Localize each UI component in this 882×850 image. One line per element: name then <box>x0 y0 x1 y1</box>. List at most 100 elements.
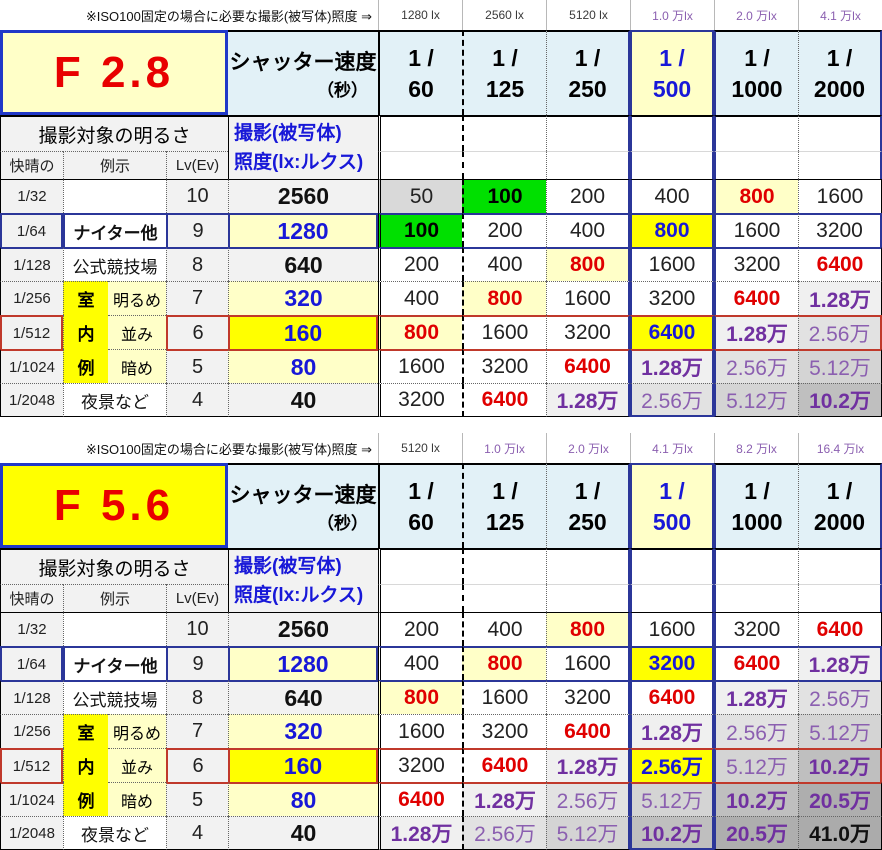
illuminance-value-cell: 80 <box>228 349 378 383</box>
f56-table-grid: F 5.6 シャッター速度 （秒） 1 /60 1 /125 1 /250 1 /500 1 … <box>0 463 882 850</box>
data-cell: 5.12万 <box>546 816 630 850</box>
shutter-unit-text: （秒） <box>317 81 368 100</box>
illuminance-header-line: 照度(lx:ルクス) <box>234 585 364 606</box>
blank-cell <box>378 151 462 179</box>
data-cell: 1600 <box>714 213 798 247</box>
illuminance-value-cell: 2560 <box>228 612 378 646</box>
data-cell: 50 <box>378 179 462 213</box>
shutter-col-cell: 1 / 2000 <box>798 463 882 548</box>
blank-cell <box>798 584 882 612</box>
blank-cell <box>378 115 462 151</box>
subheader-example: 例示 <box>63 584 166 612</box>
lv-value-cell: 8 <box>166 680 228 714</box>
subheader-lv: Lv(Ev) <box>166 584 228 612</box>
shutter-title-text: シャッター速度 <box>229 484 377 507</box>
lux-header-label: 2.0 万lx <box>714 0 798 30</box>
blank-cell <box>546 115 630 151</box>
blank-cell <box>630 584 714 612</box>
data-cell: 800 <box>378 315 462 349</box>
data-cell: 400 <box>630 179 714 213</box>
illuminance-header: 撮影(被写体) 照度(lx:ルクス) <box>228 548 378 612</box>
example-sublabel-cell: 暗め <box>108 349 166 383</box>
data-cell: 1.28万 <box>798 646 882 680</box>
blank-cell <box>546 548 630 584</box>
shutter-fraction-text: 1 / <box>574 477 601 504</box>
iso-note: ※ISO100固定の場合に必要な撮影(被写体)照度 ⇒ <box>85 8 372 24</box>
data-cell: 1600 <box>630 612 714 646</box>
data-cell: 5.12万 <box>714 748 798 782</box>
lv-value-cell: 5 <box>166 782 228 816</box>
data-cell: 6400 <box>714 646 798 680</box>
blank-cell <box>546 584 630 612</box>
shutter-col-cell: 1 / 2000 <box>798 30 882 115</box>
shutter-fraction-text: 250 <box>568 508 607 535</box>
lux-header-label: 2560 lx <box>462 0 546 30</box>
shutter-col-cell: 1 /250 <box>546 463 630 548</box>
shutter-col-cell: 1 /250 <box>546 30 630 115</box>
data-cell: 1600 <box>462 680 546 714</box>
shutter-col-cell: 1 / 1000 <box>714 463 798 548</box>
example-cell: 公式競技場 <box>63 247 166 281</box>
blank-cell <box>714 584 798 612</box>
data-cell: 800 <box>378 680 462 714</box>
blank-cell <box>462 548 546 584</box>
room-indicator-cell: 例 <box>63 782 108 816</box>
example-sublabel-cell: 明るめ <box>108 714 166 748</box>
shutter-col-cell: 1 /500 <box>630 30 714 115</box>
data-cell: 2.56万 <box>714 714 798 748</box>
shutter-fraction-text: 500 <box>652 508 692 535</box>
lux-header-label: 5120 lx <box>378 433 462 463</box>
shutter-fraction-text: 1 / <box>744 477 770 504</box>
data-cell: 1.28万 <box>714 315 798 349</box>
data-cell: 100 <box>378 213 462 247</box>
example-cell: 夜景など <box>63 383 166 417</box>
data-cell: 1600 <box>798 179 882 213</box>
illuminance-value-cell: 320 <box>228 281 378 315</box>
data-cell: 400 <box>378 646 462 680</box>
shutter-fraction-text: 1 / <box>492 477 518 504</box>
shutter-fraction-text: 1000 <box>731 75 783 102</box>
data-cell: 800 <box>630 213 714 247</box>
aperture-label: F 2.8 <box>0 30 228 115</box>
data-cell: 6400 <box>630 680 714 714</box>
lv-value-cell: 9 <box>166 646 228 680</box>
table-gap <box>0 417 882 433</box>
shutter-fraction-text: 1 / <box>492 44 518 71</box>
data-cell: 1600 <box>546 646 630 680</box>
data-cell: 3200 <box>630 281 714 315</box>
data-cell: 800 <box>462 646 546 680</box>
lux-header-label: 8.2 万lx <box>714 433 798 463</box>
illuminance-value-cell: 40 <box>228 816 378 850</box>
row-fraction-cell: 1/2048 <box>0 383 63 417</box>
data-cell: 800 <box>462 281 546 315</box>
lux-header-label: 4.1 万lx <box>798 0 882 30</box>
lv-value-cell: 10 <box>166 179 228 213</box>
data-cell: 6400 <box>714 281 798 315</box>
lux-header-label: 2.0 万lx <box>546 433 630 463</box>
shutter-fraction-text: 60 <box>408 75 434 102</box>
lux-header-label: 1.0 万lx <box>462 433 546 463</box>
shutter-col-cell: 1 /125 <box>462 30 546 115</box>
data-cell: 800 <box>714 179 798 213</box>
data-cell: 10.2万 <box>798 748 882 782</box>
row-fraction-cell: 1/32 <box>0 612 63 646</box>
table2-note-row: ※ISO100固定の場合に必要な撮影(被写体)照度 ⇒ 5120 lx 1.0 万… <box>0 433 882 463</box>
lv-value-cell: 6 <box>166 748 228 782</box>
data-cell: 5.12万 <box>714 383 798 417</box>
blank-cell <box>462 151 546 179</box>
data-cell: 6400 <box>798 612 882 646</box>
data-cell: 1.28万 <box>630 349 714 383</box>
brightness-header: 撮影対象の明るさ <box>0 548 228 584</box>
data-cell: 1.28万 <box>714 680 798 714</box>
row-fraction-cell: 1/64 <box>0 213 63 247</box>
shutter-fraction-text: 1 / <box>408 44 434 71</box>
illuminance-value-cell: 640 <box>228 247 378 281</box>
shutter-fraction-text: 1000 <box>731 508 783 535</box>
blank-cell <box>462 584 546 612</box>
example-sublabel-cell: 並み <box>108 315 166 349</box>
row-fraction-cell: 1/64 <box>0 646 63 680</box>
data-cell: 800 <box>546 247 630 281</box>
shutter-col-cell: 1 /60 <box>378 30 462 115</box>
data-cell: 1.28万 <box>378 816 462 850</box>
lv-value-cell: 8 <box>166 247 228 281</box>
